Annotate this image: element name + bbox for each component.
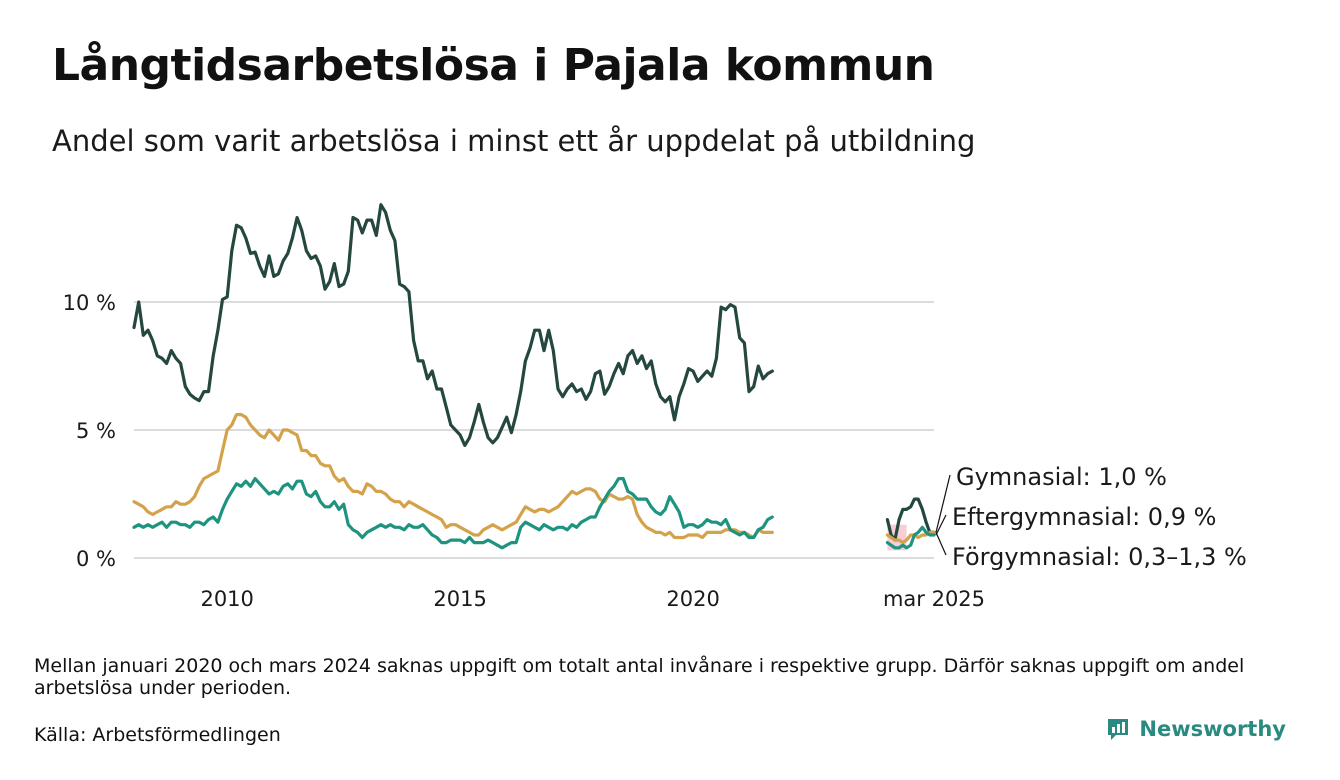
y-tick-label: 0 %: [76, 547, 116, 571]
end-label: Gymnasial: 1,0 %: [956, 463, 1167, 491]
chart-subtitle: Andel som varit arbetslösa i minst ett å…: [52, 124, 976, 158]
leader-line: [935, 514, 947, 536]
brand-name: Newsworthy: [1139, 717, 1286, 741]
line-chart: 0 % 5 % 10 % 2010 2015 2020 mar 2025 Gymnasia…: [63, 203, 1247, 611]
end-label: Eftergymnasial: 0,9 %: [952, 503, 1216, 531]
leader-line: [935, 532, 947, 556]
y-tick-label: 5 %: [76, 419, 116, 443]
x-tick-label: 2010: [200, 587, 253, 611]
series-line-eftergymnasial: [132, 477, 774, 550]
brand-logo: Newsworthy: [1105, 716, 1286, 742]
source-text: Källa: Arbetsförmedlingen: [34, 724, 281, 746]
x-tick-label: 2015: [433, 587, 486, 611]
series-lines: [132, 203, 936, 550]
end-label: Förgymnasial: 0,3–1,3 %: [952, 543, 1247, 571]
x-tick-label: 2020: [666, 587, 719, 611]
footnote: Mellan januari 2020 och mars 2024 saknas…: [34, 655, 1245, 699]
x-axis-ticks: 2010 2015 2020 mar 2025: [200, 587, 985, 611]
x-tick-label: mar 2025: [883, 587, 985, 611]
series-line-gymnasial: [132, 413, 774, 540]
leader-line: [935, 474, 951, 533]
newsworthy-logo-icon: [1108, 719, 1129, 740]
y-axis-ticks: 0 % 5 % 10 %: [63, 291, 116, 571]
end-labels: Gymnasial: 1,0 % Eftergymnasial: 0,9 % För…: [935, 463, 1247, 571]
series-line-f-rgymnasial: [132, 203, 774, 447]
y-tick-label: 10 %: [63, 291, 116, 315]
chart-title: Långtidsarbetslösa i Pajala kommun: [52, 40, 935, 91]
series-line-eftergymnasial: [885, 525, 936, 550]
series-line-gymnasial: [885, 530, 936, 545]
